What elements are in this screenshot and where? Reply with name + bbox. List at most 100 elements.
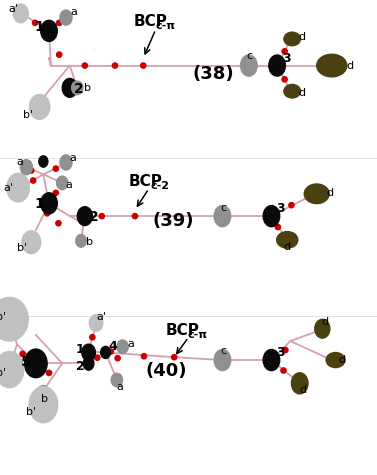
Text: 5: 5 — [21, 355, 31, 370]
Ellipse shape — [77, 207, 92, 226]
Ellipse shape — [141, 63, 146, 68]
Text: 2: 2 — [89, 210, 99, 224]
Text: d: d — [322, 317, 328, 327]
Ellipse shape — [25, 349, 47, 378]
Text: c-π: c-π — [188, 330, 208, 340]
Text: c: c — [221, 346, 227, 357]
Ellipse shape — [82, 63, 87, 68]
Text: d: d — [326, 188, 333, 199]
Ellipse shape — [283, 347, 288, 353]
Text: d: d — [299, 385, 306, 396]
Text: b': b' — [23, 110, 33, 120]
Ellipse shape — [29, 387, 58, 423]
Text: 3: 3 — [282, 52, 291, 65]
Ellipse shape — [31, 178, 36, 183]
Text: BCP: BCP — [134, 14, 168, 29]
Ellipse shape — [90, 334, 95, 340]
Text: a: a — [69, 152, 76, 163]
Ellipse shape — [32, 20, 38, 26]
Text: a: a — [116, 381, 123, 392]
Text: BCP: BCP — [128, 174, 162, 189]
Ellipse shape — [132, 213, 138, 219]
Text: a: a — [70, 7, 77, 17]
Text: BCP: BCP — [166, 323, 200, 338]
Text: b': b' — [17, 243, 27, 253]
Text: 4: 4 — [109, 340, 118, 353]
Ellipse shape — [282, 76, 287, 82]
Ellipse shape — [214, 206, 231, 227]
Ellipse shape — [0, 297, 28, 341]
Ellipse shape — [214, 350, 231, 370]
Ellipse shape — [20, 351, 25, 357]
Ellipse shape — [284, 32, 300, 46]
Text: b': b' — [0, 312, 6, 323]
Ellipse shape — [13, 4, 28, 23]
Ellipse shape — [220, 357, 225, 363]
Ellipse shape — [60, 155, 72, 170]
Ellipse shape — [41, 193, 57, 214]
Ellipse shape — [111, 373, 123, 387]
Ellipse shape — [62, 78, 77, 97]
Text: 2: 2 — [74, 82, 84, 96]
Text: d: d — [299, 32, 306, 42]
Text: a: a — [66, 180, 72, 190]
Ellipse shape — [20, 160, 32, 175]
Ellipse shape — [115, 355, 120, 361]
Text: d: d — [339, 355, 346, 365]
Ellipse shape — [326, 352, 345, 368]
Ellipse shape — [83, 357, 94, 370]
Text: (40): (40) — [145, 361, 187, 380]
Ellipse shape — [38, 386, 49, 398]
Ellipse shape — [269, 213, 274, 219]
Text: a': a' — [96, 312, 106, 323]
Ellipse shape — [53, 190, 58, 196]
Ellipse shape — [108, 349, 113, 354]
Ellipse shape — [282, 48, 287, 54]
Ellipse shape — [0, 352, 24, 388]
Text: b': b' — [26, 407, 36, 417]
Ellipse shape — [29, 168, 34, 173]
Text: 3: 3 — [277, 346, 285, 359]
Ellipse shape — [82, 344, 95, 361]
Text: (38): (38) — [192, 65, 234, 83]
Ellipse shape — [57, 20, 62, 26]
Ellipse shape — [304, 184, 329, 204]
Ellipse shape — [263, 350, 280, 370]
Ellipse shape — [291, 373, 308, 394]
Ellipse shape — [241, 55, 257, 76]
Text: a': a' — [3, 182, 13, 193]
Text: b': b' — [0, 368, 6, 378]
Text: a: a — [128, 339, 135, 350]
Ellipse shape — [277, 232, 298, 248]
Ellipse shape — [99, 213, 104, 219]
Text: a: a — [16, 157, 23, 168]
Ellipse shape — [269, 55, 285, 76]
Ellipse shape — [95, 355, 100, 361]
Ellipse shape — [250, 63, 255, 68]
Ellipse shape — [284, 85, 300, 98]
Ellipse shape — [101, 346, 110, 359]
Text: d: d — [299, 87, 306, 98]
Text: c-2: c-2 — [150, 181, 169, 191]
Ellipse shape — [41, 20, 57, 41]
Text: c: c — [247, 50, 253, 61]
Ellipse shape — [60, 10, 72, 25]
Ellipse shape — [220, 213, 225, 219]
Ellipse shape — [57, 52, 62, 57]
Ellipse shape — [274, 63, 280, 68]
Text: (39): (39) — [153, 212, 194, 230]
Ellipse shape — [56, 220, 61, 226]
Text: c: c — [221, 203, 227, 213]
Ellipse shape — [7, 173, 29, 202]
Ellipse shape — [269, 357, 274, 363]
Ellipse shape — [46, 370, 52, 376]
Ellipse shape — [275, 224, 280, 230]
Ellipse shape — [117, 340, 128, 353]
Text: b: b — [84, 83, 91, 93]
Ellipse shape — [315, 319, 330, 338]
Ellipse shape — [29, 95, 50, 119]
Text: c-π: c-π — [156, 21, 176, 31]
Ellipse shape — [22, 231, 41, 254]
Text: d: d — [283, 242, 290, 252]
Text: a': a' — [8, 4, 18, 15]
